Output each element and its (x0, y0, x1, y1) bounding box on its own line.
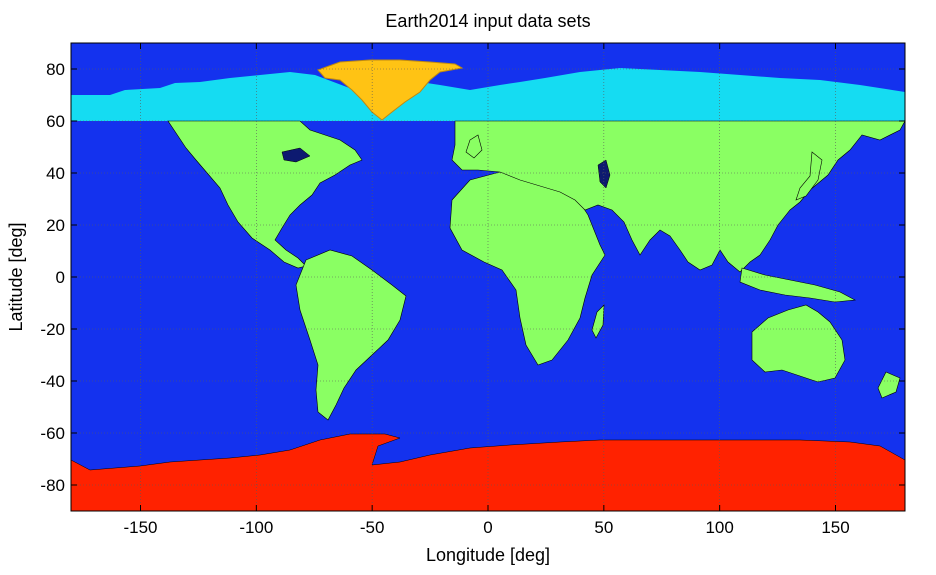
y-tick-label: -40 (40, 372, 65, 391)
y-tick-label: 0 (56, 268, 65, 287)
new-zealand-landmass (877, 371, 901, 399)
y-tick-label: 20 (46, 216, 65, 235)
y-tick-label: -60 (40, 424, 65, 443)
indonesia-landmass (739, 267, 857, 303)
x-tick-label: -150 (123, 518, 157, 537)
y-tick-label: 40 (46, 164, 65, 183)
x-tick-label: 150 (821, 518, 849, 537)
eurasia-landmass (451, 120, 906, 273)
x-tick-label: 100 (705, 518, 733, 537)
x-tick-label: -50 (360, 518, 385, 537)
madagascar-landmass (591, 304, 605, 339)
british-isles-landmass (465, 134, 483, 159)
x-tick-label: 0 (483, 518, 492, 537)
grid-lines (71, 43, 905, 511)
x-tick-label: 50 (594, 518, 613, 537)
y-axis-label: Latitude [deg] (6, 222, 26, 331)
great-lakes-lake (281, 147, 311, 163)
greenland-region (317, 59, 464, 121)
japan-landmass (795, 151, 823, 201)
y-axis-ticks: 80 60 40 20 0 -20 -40 -60 -80 (40, 60, 905, 495)
x-tick-label: -100 (239, 518, 273, 537)
y-tick-label: -80 (40, 476, 65, 495)
north-america-landmass (167, 120, 363, 269)
australia-landmass (751, 304, 846, 383)
y-tick-label: -20 (40, 320, 65, 339)
land-region (167, 120, 906, 421)
map-title: Earth2014 input data sets (385, 11, 590, 31)
y-tick-label: 80 (46, 60, 65, 79)
x-axis-ticks: -150 -100 -50 0 50 100 150 (123, 43, 850, 537)
south-america-landmass (295, 249, 407, 421)
caspian-sea-lake (597, 159, 611, 189)
x-axis-label: Longitude [deg] (426, 545, 550, 565)
y-tick-label: 60 (46, 112, 65, 131)
